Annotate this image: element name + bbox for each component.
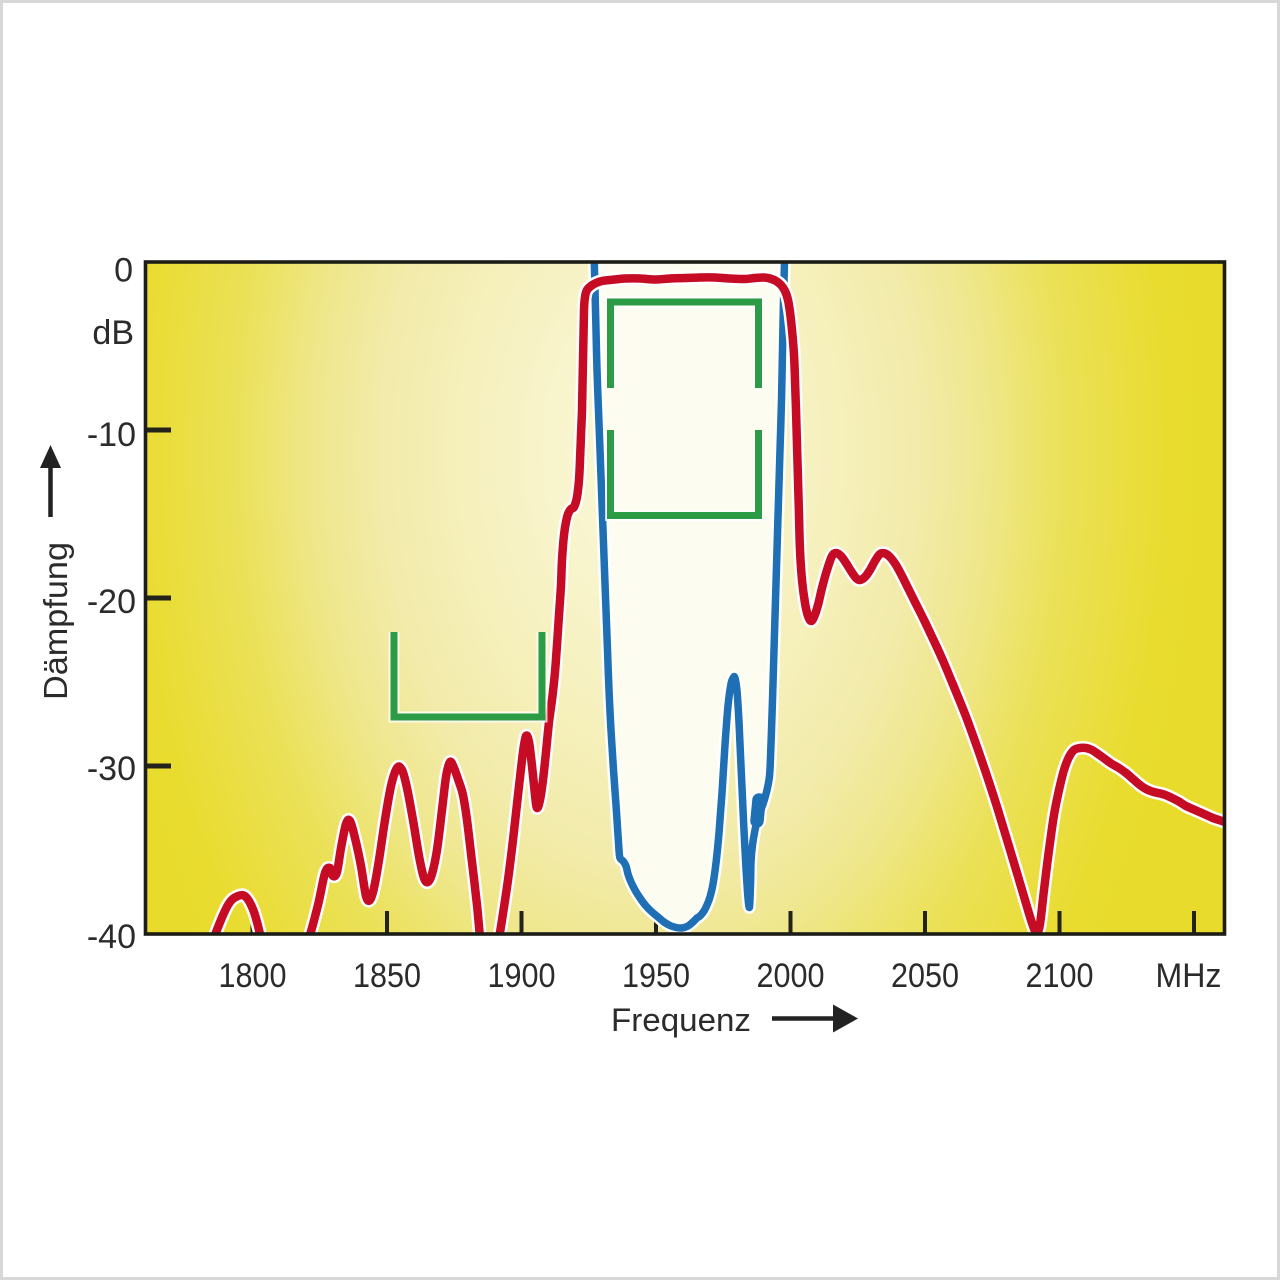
svg-text:-30: -30	[87, 750, 136, 788]
svg-text:1900: 1900	[488, 957, 556, 995]
svg-text:-20: -20	[87, 583, 136, 621]
svg-text:0: 0	[114, 252, 133, 290]
svg-text:2100: 2100	[1026, 957, 1094, 995]
svg-text:2050: 2050	[891, 957, 959, 995]
svg-text:1850: 1850	[353, 957, 421, 995]
svg-text:1800: 1800	[219, 957, 287, 995]
svg-text:-10: -10	[87, 416, 136, 454]
svg-text:-40: -40	[87, 918, 136, 956]
svg-text:1950: 1950	[622, 957, 690, 995]
svg-text:Dämpfung: Dämpfung	[37, 542, 74, 700]
svg-text:MHz: MHz	[1156, 957, 1222, 995]
svg-text:Frequenz: Frequenz	[611, 1002, 751, 1038]
svg-text:dB: dB	[92, 314, 134, 352]
svg-text:2000: 2000	[757, 957, 825, 995]
